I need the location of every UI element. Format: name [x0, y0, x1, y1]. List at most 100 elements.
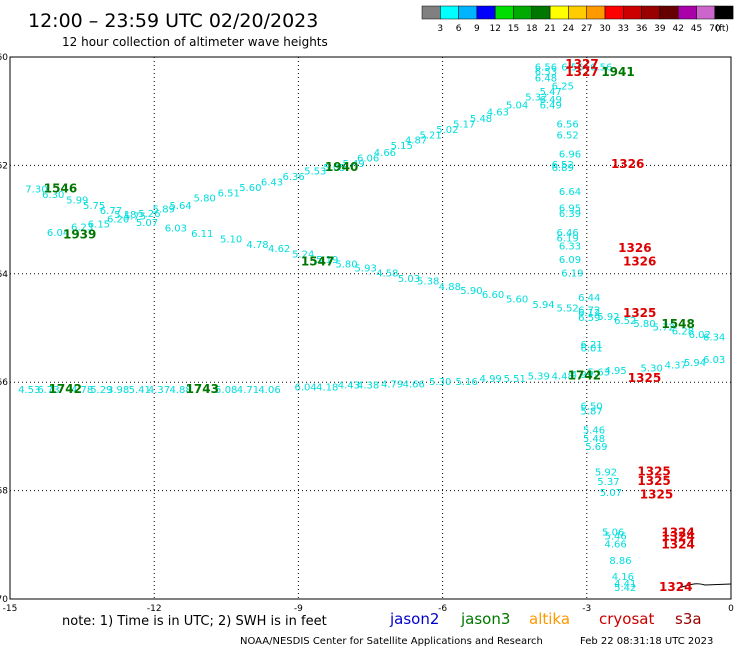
pass-time-label: 1742 [568, 368, 601, 382]
swh-point-label: 6.28 [672, 327, 694, 338]
swh-point-label: 6.96 [559, 149, 581, 160]
swh-point-label: 4.06 [258, 385, 280, 396]
plot-frame [9, 56, 732, 600]
swh-point-label: 5.60 [506, 295, 528, 306]
swh-point-label: 5.52 [556, 304, 578, 315]
swh-point-label: 4.66 [374, 148, 396, 159]
swh-point-label: 5.93 [355, 264, 377, 275]
color-scale-label: 70 [709, 24, 721, 34]
swh-point-label: 4.71 [237, 385, 259, 396]
swh-point-label: 5.60 [239, 183, 261, 194]
swh-point-label: 6.77 [100, 206, 122, 217]
swh-point-label: 5.49 [343, 159, 365, 170]
color-scale-label: 21 [544, 24, 555, 34]
swh-point-label: 5.04 [506, 100, 528, 111]
pass-time-label: 1326 [623, 255, 656, 269]
swh-point-label: 5.15 [391, 141, 413, 152]
sat-cryosat: cryosat [599, 610, 654, 628]
swh-point-label: 4.38 [357, 381, 379, 392]
swh-point-label: 4.79 [381, 380, 403, 391]
swh-point-label: 6.20 [107, 214, 129, 225]
pass-time-label: 1941 [601, 65, 634, 79]
color-scale-label: 9 [474, 24, 480, 34]
swh-point-label: 6.72 [578, 305, 600, 316]
swh-point-label: 5.92 [595, 467, 617, 478]
swh-point-label: 6.06 [357, 154, 379, 165]
swh-point-label: 5.38 [417, 277, 439, 288]
color-swatch [677, 5, 697, 20]
color-scale-label: 12 [489, 24, 500, 34]
swh-point-label: 4.37 [148, 385, 170, 396]
swh-point-label: 6.03 [703, 355, 725, 366]
swh-point-label: 5.03 [398, 274, 420, 285]
swh-point-label: 5.07 [136, 218, 158, 229]
pass-time-label: 1325 [637, 474, 670, 488]
footer-credit: NOAA/NESDIS Center for Satellite Applica… [240, 636, 543, 647]
swh-point-label: 5.02 [436, 125, 458, 136]
swh-point-label: 6.01 [580, 343, 602, 354]
y-tick-label: -66 [0, 378, 8, 388]
wave-height-points: 7.306.30 5.995.756.775.185.755.265.895.64… [18, 63, 725, 594]
sat-jason3: jason3 [460, 610, 510, 628]
swh-point-label: 6.02 [689, 330, 711, 341]
swh-point-label: 5.46 [583, 426, 605, 437]
color-scale-label: 6 [456, 24, 462, 34]
swh-point-label: 5.69 [585, 442, 607, 453]
grid-lines [10, 57, 731, 599]
swh-point-label: 4.99 [480, 374, 502, 385]
swh-point-label: 8.86 [609, 556, 631, 567]
swh-point-label: 6.43 [261, 177, 283, 188]
swh-point-label: 6.19 [556, 233, 578, 244]
swh-point-label: 6.36 [282, 172, 304, 183]
swh-point-label: 4.78 [246, 240, 268, 251]
pass-time-label: 1327 [565, 57, 598, 71]
color-swatch [421, 5, 441, 20]
swh-point-label: 5.87 [580, 407, 602, 418]
color-swatch [531, 5, 551, 20]
x-tick-label: -3 [582, 604, 591, 614]
swh-point-label: 6.56 [535, 63, 557, 74]
swh-point-label: 4.88 [170, 385, 192, 396]
footer-note: note: 1) Time is in UTC; 2) SWH is in fe… [62, 614, 327, 629]
swh-point-label: 6.34 [703, 332, 725, 343]
swh-point-label: 6.73 [37, 385, 59, 396]
swh-point-label: 5.47 [540, 87, 562, 98]
color-swatch [659, 5, 679, 20]
pass-time-label: 1324 [659, 580, 692, 594]
pass-time-label: 1325 [637, 464, 670, 478]
swh-point-label: 5.53 [304, 167, 326, 178]
swh-point-label: 5.99 [66, 195, 88, 206]
y-tick-label: -60 [0, 53, 8, 63]
swh-point-label: 5.46 [605, 531, 627, 542]
swh-point-label: 6.95 [559, 203, 581, 214]
swh-point-label: 6.56 [590, 63, 612, 74]
swh-point-label: 4.62 [268, 244, 290, 255]
pass-time-label: 1547 [301, 255, 334, 269]
swh-point-label: 5.39 [528, 371, 550, 382]
sat-altika: altika [529, 610, 570, 628]
pass-time-label: 1742 [49, 382, 82, 396]
swh-point-label: 4.53 [18, 385, 40, 396]
color-swatch [696, 5, 716, 20]
color-scale-label: 27 [581, 24, 592, 34]
swh-point-label: 5.48 [470, 114, 492, 125]
swh-point-label: 4.58 [376, 269, 398, 280]
color-swatch [623, 5, 642, 20]
swh-point-label: 5.90 [460, 286, 482, 297]
x-tick-label: -9 [294, 604, 303, 614]
pass-time-label: 1327 [565, 65, 598, 79]
color-scale-label: 33 [618, 24, 629, 34]
swh-point-label: 4.43 [338, 381, 360, 392]
swh-point-label: 5.26 [138, 209, 160, 220]
swh-point-label: 5.92 [597, 312, 619, 323]
chart-title: 12:00 – 23:59 UTC 02/20/2023 [28, 10, 318, 32]
swh-point-label: 6.39 [559, 209, 581, 220]
swh-point-label: 5.08 [215, 385, 237, 396]
swh-point-label: 6.49 [540, 100, 562, 111]
color-scale-label: 3 [437, 24, 443, 34]
pass-time-label: 1548 [661, 317, 694, 331]
pass-time-label: 1325 [623, 306, 656, 320]
pass-time-label: 1326 [618, 241, 651, 255]
swh-point-label: 6.33 [559, 241, 581, 252]
